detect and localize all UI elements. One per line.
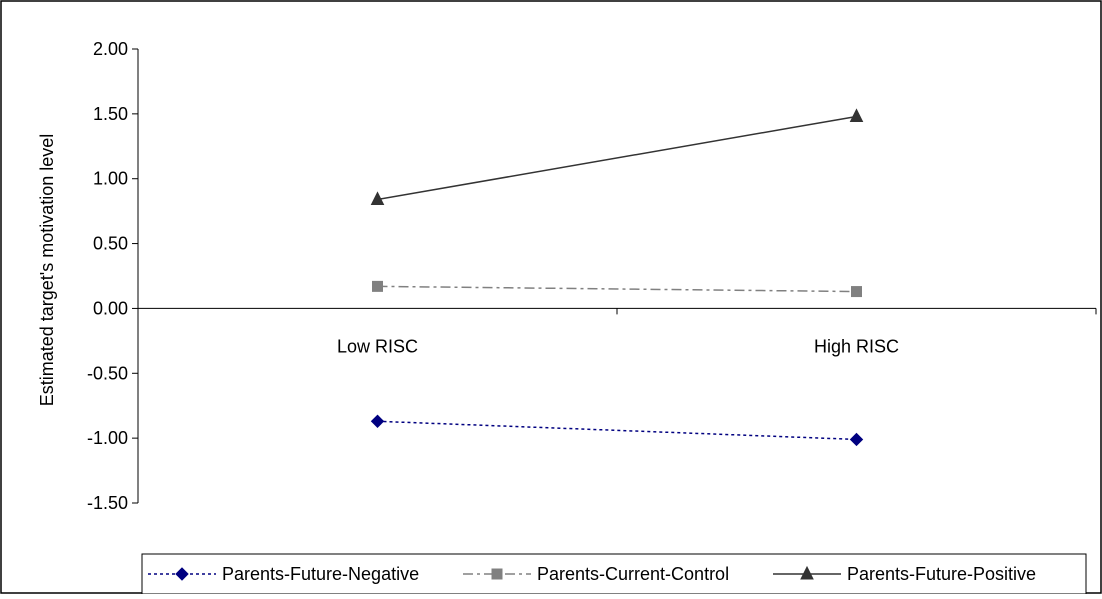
legend-box — [141, 553, 1087, 595]
legend-marker-diamond — [175, 567, 189, 581]
y-axis-title: Estimated target's motivation level — [37, 134, 57, 407]
x-category-label: Low RISC — [337, 336, 418, 356]
y-tick-label: 0.00 — [93, 298, 128, 318]
legend: Parents-Future-Negative Parents-Current-C… — [141, 553, 1087, 595]
legend-item: Parents-Current-Control — [463, 564, 729, 584]
y-tick-label: 1.00 — [93, 169, 128, 189]
data-point-square — [372, 280, 383, 292]
y-tick-label: 1.50 — [93, 104, 128, 124]
series-line — [377, 115, 857, 201]
data-point-triangle — [370, 191, 385, 205]
axes: 2.00 1.50 1.00 0.50 0.00 -0.50 -1.00 -1.50 Low R… — [87, 39, 1097, 513]
legend-marker-square — [491, 568, 503, 580]
data-point-diamond — [370, 414, 385, 428]
y-tick-label: -1.50 — [87, 493, 128, 513]
series-line — [377, 285, 857, 293]
y-tick-label: 0.50 — [93, 234, 128, 254]
x-category-label: High RISC — [814, 336, 899, 356]
data-point-triangle — [849, 108, 864, 122]
y-tick-label: 2.00 — [93, 39, 128, 59]
series-2 — [370, 108, 864, 205]
legend-marker-triangle — [800, 565, 814, 580]
legend-label: Parents-Current-Control — [537, 564, 729, 584]
series-1 — [372, 280, 862, 298]
series-line — [377, 420, 857, 441]
data-point-diamond — [849, 432, 864, 447]
legend-item: Parents-Future-Positive — [773, 564, 1036, 584]
series-lines — [370, 108, 864, 447]
data-point-square — [851, 286, 862, 298]
y-tick-label: -0.50 — [87, 363, 128, 383]
y-tick-label: -1.00 — [87, 428, 128, 448]
legend-label: Parents-Future-Positive — [847, 564, 1036, 584]
legend-label: Parents-Future-Negative — [222, 564, 419, 584]
legend-item: Parents-Future-Negative — [148, 564, 419, 584]
series-0 — [370, 414, 864, 447]
